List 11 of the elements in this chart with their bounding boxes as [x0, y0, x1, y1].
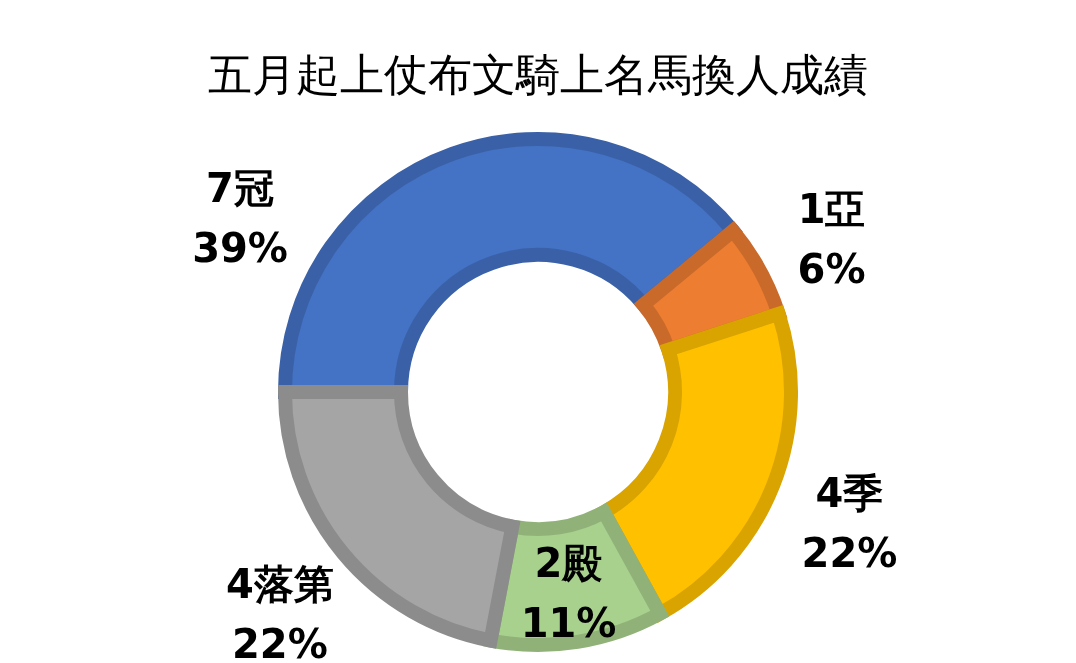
data-label: 39% — [192, 225, 288, 271]
data-label: 22% — [801, 530, 898, 577]
data-label: 6% — [797, 245, 866, 292]
slice-label: 1亞 — [797, 185, 866, 232]
slice-label: 2殿 — [534, 539, 603, 586]
data-label: 11% — [520, 599, 617, 646]
slice-label: 7冠 — [206, 165, 274, 211]
slice-label: 4季 — [815, 470, 884, 517]
chart-title: 五月起上仗布文騎上名馬換人成績 — [208, 49, 868, 100]
slice-label: 4落第 — [225, 560, 334, 607]
data-label: 22% — [232, 620, 328, 663]
